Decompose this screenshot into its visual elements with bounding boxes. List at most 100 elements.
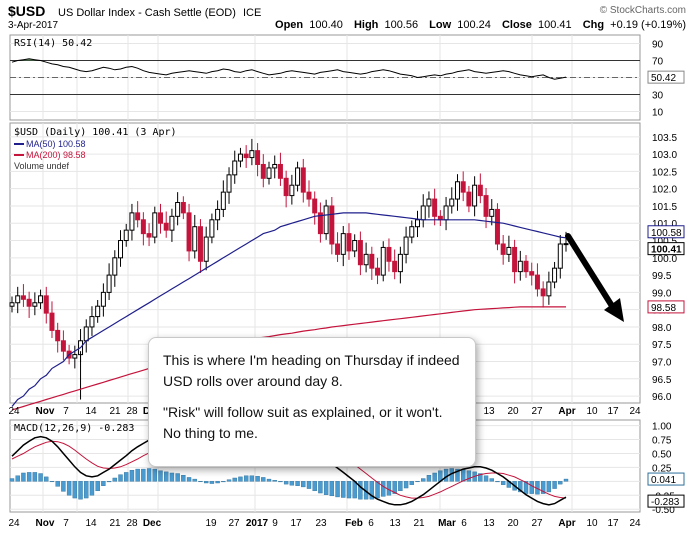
candle-body-44 — [260, 163, 266, 179]
candle-body-16 — [100, 291, 106, 307]
candle-body-70 — [409, 226, 415, 238]
macd-hist-bar-38 — [226, 479, 232, 482]
candle-body-39 — [232, 160, 238, 176]
macd-hist-bar-1 — [15, 475, 20, 482]
macd-xtick-9: 2017 — [246, 518, 269, 529]
candle-4 — [32, 292, 38, 316]
macd-ytick-2: 0.50 — [652, 449, 672, 460]
macd-hist-bar-78 — [455, 468, 460, 482]
ma50-legend: MA(50) 100.58 — [26, 139, 86, 149]
candle-body-15 — [95, 305, 101, 318]
macd-hist-bar-44 — [261, 477, 266, 482]
macd-legend: MACD(12,26,9) -0.283 — [14, 423, 134, 434]
macd-hist-bar-67 — [392, 481, 397, 494]
chg-label: Chg — [583, 19, 604, 31]
macd-hist-bar-86 — [500, 481, 506, 485]
price-xtick-21: 27 — [531, 406, 543, 417]
candle-82 — [477, 173, 483, 204]
ohlc-readout: Open 100.40 High 100.56 Low 100.24 Close… — [275, 19, 686, 31]
candle-body-18 — [112, 257, 118, 276]
price-xtick-4: 21 — [109, 406, 121, 417]
price-ytick-7: 100.0 — [652, 254, 677, 265]
price-ytick-1: 103.0 — [652, 150, 677, 161]
candle-body-25 — [152, 212, 158, 238]
candle-body-58 — [340, 233, 346, 255]
price-xtick-0: 24 — [8, 406, 20, 417]
candle-48 — [283, 170, 289, 208]
candle-body-19 — [118, 240, 124, 259]
rsi-ytick-3: 30 — [652, 91, 664, 102]
candle-body-64 — [375, 267, 381, 276]
candle-40 — [237, 147, 243, 168]
candle-3 — [26, 291, 32, 318]
candle-body-29 — [175, 202, 181, 217]
candle-0 — [9, 296, 15, 313]
candle-body-56 — [329, 205, 335, 245]
macd-hist-last-value-box — [647, 472, 685, 486]
candle-body-48 — [283, 177, 289, 197]
candle-body-41 — [243, 153, 249, 159]
candle-body-30 — [180, 202, 186, 214]
macd-hist-bar-0 — [9, 478, 15, 482]
candle-body-71 — [415, 219, 421, 228]
macd-hist-bar-56 — [329, 481, 335, 497]
macd-hist-bar-11 — [72, 481, 78, 499]
candle-55 — [323, 199, 329, 240]
macd-hist-bar-22 — [135, 468, 140, 482]
candle-52 — [306, 180, 312, 207]
price-xtick-22: Apr — [558, 406, 575, 417]
callout-line-1: This is where I'm heading on Thursday if… — [163, 352, 460, 389]
candle-45 — [266, 161, 272, 185]
price-xtick-19: 13 — [483, 406, 495, 417]
candle-body-67 — [392, 260, 398, 273]
candle-33 — [197, 219, 203, 274]
macd-hist-bar-34 — [203, 481, 209, 484]
candle-body-83 — [483, 195, 489, 217]
candle-32 — [192, 214, 198, 259]
candle-body-94 — [546, 281, 552, 297]
macd-hist-bar-17 — [106, 481, 112, 483]
candle-body-60 — [352, 240, 358, 252]
macd-xtick-12: 23 — [315, 518, 327, 529]
macd-hist-bar-60 — [352, 481, 357, 499]
candle-37 — [220, 180, 226, 218]
price-ytick-2: 102.5 — [652, 167, 677, 178]
macd-hist-bar-8 — [55, 481, 60, 487]
macd-hist-bar-39 — [232, 477, 237, 482]
candle-body-34 — [203, 236, 209, 262]
macd-hist-bar-79 — [460, 469, 466, 482]
macd-xtick-7: 19 — [205, 518, 217, 529]
candle-body-45 — [266, 167, 272, 179]
candle-body-49 — [289, 184, 295, 197]
macd-hist-bar-71 — [415, 481, 420, 483]
candle-57 — [335, 232, 341, 262]
candle-39 — [232, 150, 238, 184]
price-panel: 103.5 103.0 102.5 102.0 101.5 101.0 100.5 100.0… — [9, 122, 685, 411]
candle-body-66 — [386, 246, 392, 262]
candle-body-26 — [157, 212, 163, 224]
macd-hist-bar-26 — [158, 470, 163, 482]
ma50-last-value-box — [647, 225, 685, 239]
macd-xtick-22: Apr — [558, 518, 575, 529]
price-legend-main: $USD (Daily) 100.41 (3 Apr) — [14, 127, 177, 138]
macd-hist-bar-41 — [243, 475, 249, 482]
candle-41 — [243, 145, 249, 168]
candle-body-43 — [255, 150, 261, 165]
candle-8 — [55, 322, 61, 353]
candle-body-24 — [146, 233, 152, 238]
candle-6 — [43, 286, 49, 324]
chart-date: 3-Apr-2017 — [8, 20, 58, 31]
macd-hist-bar-28 — [169, 472, 175, 482]
candle-24 — [146, 223, 152, 247]
candle-35 — [209, 213, 215, 244]
rsi-line — [11, 58, 567, 80]
price-xtick-2: 7 — [63, 406, 69, 417]
candle-68 — [397, 246, 403, 284]
macd-hist-bar-31 — [186, 477, 192, 482]
macd-hist-bar-33 — [198, 481, 203, 483]
candle-89 — [517, 250, 523, 281]
macd-hist-bar-21 — [129, 469, 135, 482]
ma200-line — [11, 306, 566, 411]
macd-xtick-3: 14 — [85, 518, 97, 529]
